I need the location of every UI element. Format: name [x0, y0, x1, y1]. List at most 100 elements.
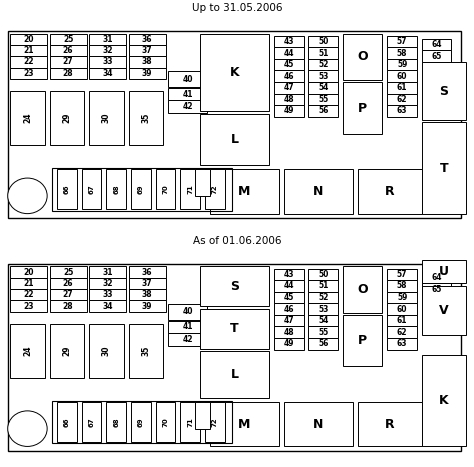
Text: 42: 42 [182, 102, 193, 111]
Text: S: S [230, 280, 239, 293]
Text: 57: 57 [397, 270, 408, 279]
Text: 58: 58 [397, 282, 408, 290]
Bar [422, 50, 452, 62]
Bar [422, 260, 466, 283]
Bar [309, 269, 338, 280]
Text: 27: 27 [63, 57, 73, 66]
Text: 55: 55 [318, 95, 328, 104]
Bar [89, 300, 126, 311]
Text: 34: 34 [102, 69, 113, 78]
Bar [168, 304, 208, 320]
Bar [82, 169, 101, 209]
Text: 33: 33 [102, 290, 113, 299]
Text: 31: 31 [102, 35, 113, 44]
Bar [387, 59, 417, 71]
Text: N: N [313, 185, 324, 198]
Text: 32: 32 [102, 46, 113, 55]
Text: 60: 60 [397, 72, 408, 81]
Bar [155, 169, 175, 209]
Text: 67: 67 [89, 184, 94, 194]
Text: 64: 64 [431, 273, 442, 282]
Bar [168, 71, 208, 87]
Text: 49: 49 [283, 339, 294, 348]
Bar [200, 309, 269, 349]
Text: 52: 52 [318, 60, 328, 69]
Bar [57, 402, 77, 442]
Text: T: T [440, 162, 448, 175]
Bar [128, 45, 165, 56]
Text: 30: 30 [102, 113, 111, 123]
Text: 45: 45 [283, 293, 294, 302]
Bar [210, 169, 279, 213]
Text: 28: 28 [63, 302, 73, 311]
Text: 20: 20 [23, 35, 34, 44]
Bar [10, 324, 45, 377]
Bar [57, 169, 77, 209]
Text: 69: 69 [138, 184, 144, 194]
Bar [274, 315, 303, 326]
Text: 22: 22 [23, 290, 34, 299]
Bar [10, 278, 47, 289]
Bar [343, 315, 383, 367]
Bar [387, 315, 417, 326]
Text: 62: 62 [397, 328, 408, 337]
Text: 63: 63 [397, 106, 408, 115]
Bar [387, 338, 417, 349]
Text: M: M [238, 417, 251, 431]
Text: 28: 28 [63, 69, 73, 78]
Text: 53: 53 [318, 72, 328, 81]
Text: 25: 25 [63, 35, 73, 44]
Text: 56: 56 [318, 106, 328, 115]
Bar [387, 280, 417, 292]
Bar [274, 338, 303, 349]
Text: K: K [439, 394, 449, 407]
Bar [50, 34, 87, 45]
Bar [128, 324, 163, 377]
Bar [89, 56, 126, 68]
Text: 72: 72 [212, 417, 218, 427]
Text: O: O [357, 283, 368, 296]
Bar [50, 56, 87, 68]
Text: 24: 24 [23, 113, 32, 123]
Bar [284, 402, 353, 446]
Text: L: L [230, 368, 238, 381]
Bar [10, 45, 47, 56]
Text: 48: 48 [283, 95, 294, 104]
Bar [89, 289, 126, 300]
Bar [50, 92, 84, 145]
Text: M: M [238, 185, 251, 198]
Bar [168, 88, 208, 100]
Text: 61: 61 [397, 83, 408, 92]
Text: 53: 53 [318, 304, 328, 313]
Bar [10, 34, 47, 45]
Text: 35: 35 [141, 113, 150, 123]
Text: 39: 39 [142, 69, 152, 78]
Title: As of 01.06.2006: As of 01.06.2006 [193, 235, 281, 246]
Text: 46: 46 [283, 72, 294, 81]
Text: 44: 44 [283, 49, 294, 57]
Text: 72: 72 [212, 184, 218, 194]
Bar [155, 402, 175, 442]
Text: 62: 62 [397, 95, 408, 104]
Bar [387, 36, 417, 47]
Text: 20: 20 [23, 268, 34, 276]
Bar [274, 269, 303, 280]
Bar [89, 324, 124, 377]
Bar [200, 266, 269, 306]
Bar [200, 351, 269, 397]
Bar [274, 59, 303, 71]
Text: 45: 45 [283, 60, 294, 69]
Bar [50, 300, 87, 311]
Text: L: L [230, 133, 238, 146]
Text: 65: 65 [431, 52, 442, 61]
Text: 71: 71 [187, 417, 193, 427]
Text: 44: 44 [283, 282, 294, 290]
Text: 51: 51 [318, 282, 328, 290]
Bar [205, 169, 225, 209]
Circle shape [8, 411, 47, 446]
Text: V: V [439, 304, 449, 318]
Bar [195, 402, 210, 429]
Bar [50, 45, 87, 56]
Bar [358, 169, 422, 213]
Bar [274, 105, 303, 117]
